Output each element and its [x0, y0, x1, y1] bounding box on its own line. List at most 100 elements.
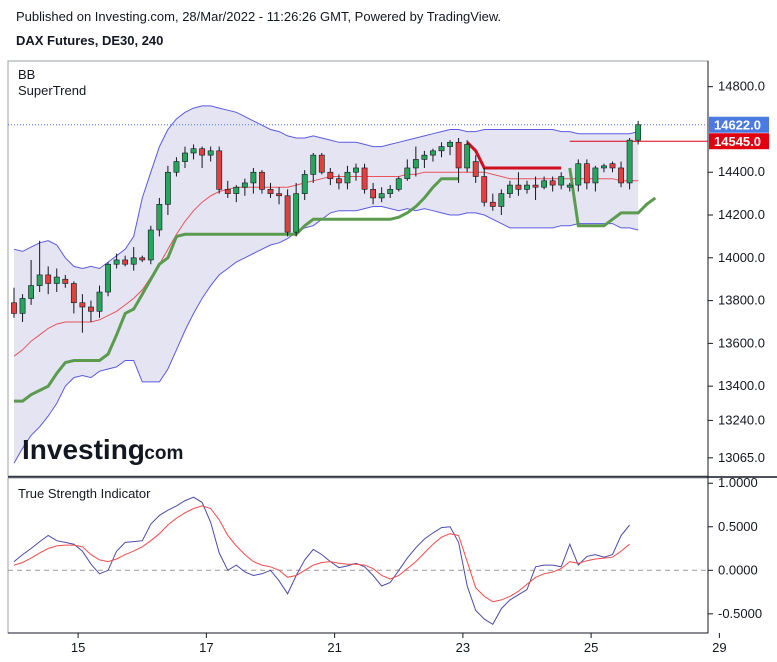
candle: [438, 142, 445, 158]
candle-body: [113, 259, 120, 265]
candle: [489, 193, 496, 211]
price-tick-label: 13240.0: [718, 412, 765, 427]
time-tick-label: 15: [71, 640, 85, 655]
candle: [11, 287, 17, 318]
candle-body: [182, 152, 188, 162]
candle-body: [250, 171, 257, 184]
candle: [421, 150, 428, 168]
candle-body: [524, 184, 530, 190]
candle-body: [335, 178, 342, 184]
candle: [224, 180, 231, 198]
candle: [182, 146, 188, 168]
candle: [28, 259, 34, 305]
candle: [455, 138, 462, 183]
candle-body: [62, 278, 69, 284]
candle-body: [455, 141, 462, 169]
candle: [199, 146, 205, 168]
candle-body: [412, 159, 419, 169]
candle-body: [241, 182, 248, 188]
tsi-pane-frame: [7, 477, 709, 634]
supertrend-level-badge-bg: [709, 133, 769, 150]
candle: [267, 182, 274, 198]
candle: [96, 285, 103, 318]
candle-body: [79, 302, 86, 308]
bb-label: BB: [18, 67, 35, 82]
candle: [130, 247, 137, 271]
price-tick-label: 14000.0: [718, 250, 765, 265]
candle-body: [173, 161, 180, 173]
bb-basis-line: [13, 171, 639, 357]
tsi-tick-label: -0.5000: [718, 606, 762, 621]
candle: [506, 180, 513, 198]
candle: [173, 157, 180, 177]
price-tick-label: 13065.0: [718, 450, 765, 465]
tsi-tick-label: 0.5000: [718, 519, 758, 534]
candle: [387, 185, 394, 198]
last-price-badge-bg: [709, 116, 769, 133]
candle: [293, 182, 300, 237]
candle: [583, 159, 590, 190]
candle-body: [361, 167, 368, 190]
candle-body: [96, 291, 103, 312]
candle-body: [318, 154, 325, 173]
candle-body: [190, 148, 197, 154]
price-tick-label: 14800.0: [718, 79, 765, 94]
candle-body: [532, 184, 539, 188]
candle-body: [284, 195, 291, 233]
candle-body: [53, 276, 60, 284]
tsi-tick-label: 1.0000: [718, 475, 758, 490]
tsi-label: True Strength Indicator: [18, 486, 151, 501]
candle: [276, 187, 282, 205]
candle-body: [515, 184, 522, 190]
candle: [310, 152, 317, 183]
supertrend-up-line-2: [568, 167, 657, 228]
investing-logo: Investing .com: [22, 434, 183, 465]
candle-body: [165, 171, 171, 205]
candle-body: [472, 161, 479, 177]
time-tick-label: 21: [327, 640, 341, 655]
candle-body: [387, 189, 394, 194]
candle-body: [156, 204, 163, 231]
candle: [515, 172, 522, 196]
candle: [601, 163, 607, 173]
candle-body: [438, 146, 445, 152]
candle: [259, 170, 265, 194]
candle: [549, 176, 556, 192]
supertrend-up-line: [14, 177, 459, 403]
candle-body: [293, 193, 300, 233]
candle-body: [19, 298, 26, 314]
candle: [361, 163, 368, 194]
candle-body: [370, 189, 376, 199]
candle: [412, 146, 419, 177]
price-tick-label: 14200.0: [718, 207, 765, 222]
candle: [575, 159, 582, 192]
candle-body: [36, 274, 43, 286]
candle-body: [583, 163, 590, 184]
candle-body: [549, 180, 556, 186]
published-info: Published on Investing.com, 28/Mar/2022 …: [16, 9, 502, 24]
candle-body: [489, 201, 496, 207]
candle-body: [224, 189, 231, 194]
bb-lower-line: [13, 206, 639, 464]
candle-body: [609, 163, 616, 169]
candle: [105, 262, 111, 297]
candle-body: [558, 176, 565, 186]
last-price-badge: 14622.0: [709, 116, 769, 133]
candle: [566, 182, 573, 192]
candle: [190, 144, 197, 160]
price-tick-label: 14400.0: [718, 164, 765, 179]
candle-body: [147, 229, 154, 261]
candle: [233, 185, 240, 203]
candle: [395, 176, 402, 192]
candle-body: [267, 189, 274, 194]
candle-body: [395, 178, 402, 190]
candle-body: [327, 171, 334, 179]
candle: [318, 152, 325, 175]
candle-body: [464, 144, 471, 169]
candle: [618, 161, 624, 188]
candle: [53, 268, 60, 293]
candle-body: [635, 124, 642, 141]
candle: [532, 176, 539, 201]
candle: [541, 176, 547, 190]
candle: [241, 178, 248, 196]
